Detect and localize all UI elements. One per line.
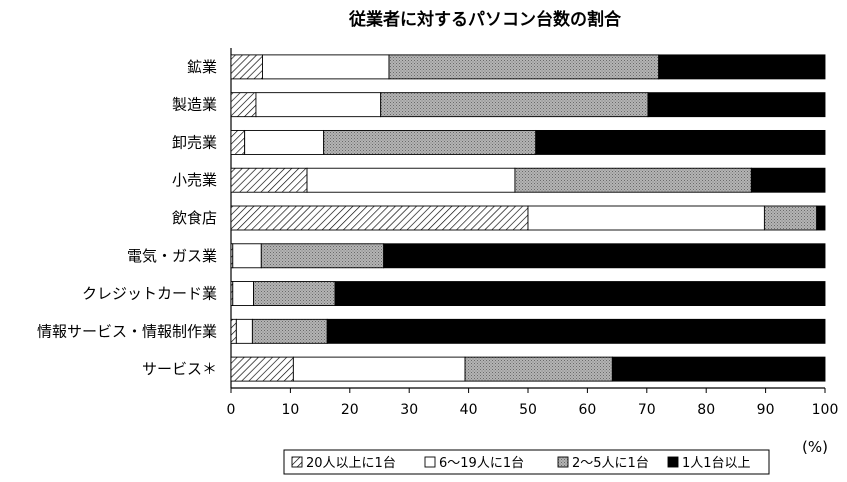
bar-segment-series-3 [251, 318, 328, 344]
category-label: 製造業 [172, 96, 217, 114]
plot-area: 鉱業製造業卸売業小売業飲食店電気・ガス業クレジットカード業情報サービス・情報制作… [37, 48, 826, 388]
bar-segment-series-4 [334, 281, 826, 307]
bar-segment-series-2 [232, 243, 262, 269]
legend-label: 6～19人に1台 [439, 456, 524, 471]
legend-label: 1人1台以上 [682, 456, 751, 471]
category-label: 情報サービス・情報制作業 [37, 322, 217, 340]
x-tick-label: 0 [227, 402, 236, 418]
legend-swatch [667, 456, 679, 468]
category-label: 卸売業 [172, 133, 217, 151]
x-tick-label: 30 [400, 402, 418, 418]
bar-segment-series-4 [383, 243, 826, 269]
bar-segment-series-2 [235, 318, 253, 344]
legend-box [283, 449, 770, 475]
category-label: 小売業 [172, 171, 217, 189]
category-label: 鉱業 [187, 58, 217, 76]
x-tick-label: 50 [519, 402, 537, 418]
legend-label: 2～5人に1台 [572, 456, 649, 471]
x-tick-label: 100 [812, 402, 839, 418]
x-tick-label: 80 [697, 402, 715, 418]
x-axis: 0 10 20 30 40 50 60 70 80 90 100 [227, 387, 839, 418]
x-tick-label: 70 [638, 402, 656, 418]
bar-segment-series-3 [380, 92, 649, 118]
bar-segment-series-3 [388, 54, 660, 80]
x-tick-label: 60 [578, 402, 596, 418]
bar-segment-series-2 [255, 92, 382, 118]
bar-segment-series-2 [527, 205, 765, 231]
category-label: 電気・ガス業 [127, 247, 217, 265]
bar-segment-series-1 [230, 356, 294, 382]
bar-segment-series-4 [326, 318, 826, 344]
bar-segment-series-4 [750, 167, 826, 193]
chart-title: 従業者に対するパソコン台数の割合 [348, 9, 622, 30]
bar-segment-series-3 [514, 167, 752, 193]
x-tick-label: 40 [460, 402, 478, 418]
bar-segment-series-4 [647, 92, 826, 118]
bar-segment-series-4 [535, 129, 826, 155]
bar-segment-series-2 [262, 54, 390, 80]
bar-segment-series-2 [306, 167, 516, 193]
bar-segment-series-1 [230, 318, 237, 344]
bar-segment-series-1 [230, 129, 246, 155]
bar-segment-series-2 [244, 129, 325, 155]
legend-label: 20人以上に1台 [306, 456, 396, 471]
x-tick-label: 10 [281, 402, 299, 418]
category-label: クレジットカード業 [82, 285, 217, 303]
bar-segment-series-2 [232, 281, 255, 307]
bar-segment-series-1 [230, 205, 529, 231]
category-label: 飲食店 [172, 209, 217, 227]
bar-segment-series-1 [230, 54, 263, 80]
bar-segment-series-4 [816, 205, 826, 231]
x-tick-label: 20 [341, 402, 359, 418]
legend-swatch [291, 456, 303, 468]
bar-segment-series-1 [230, 167, 308, 193]
bar-segment-series-1 [230, 92, 257, 118]
bar-segment-series-2 [292, 356, 466, 382]
bar-segment-series-3 [763, 205, 818, 231]
bar-segment-series-3 [253, 281, 336, 307]
x-tick-label: 90 [757, 402, 775, 418]
category-label: サービス＊ [142, 360, 217, 378]
bar-segment-series-3 [260, 243, 385, 269]
bar-segment-series-4 [658, 54, 826, 80]
legend-swatch [424, 456, 436, 468]
legend-swatch [557, 456, 569, 468]
x-axis-unit-label: (%) [802, 438, 828, 456]
bar-segment-series-4 [611, 356, 826, 382]
bar-segment-series-3 [464, 356, 613, 382]
bar-segment-series-3 [323, 129, 537, 155]
legend: 20人以上に1台 6～19人に1台 2～5人に1台 1人1台以上 [283, 449, 770, 475]
